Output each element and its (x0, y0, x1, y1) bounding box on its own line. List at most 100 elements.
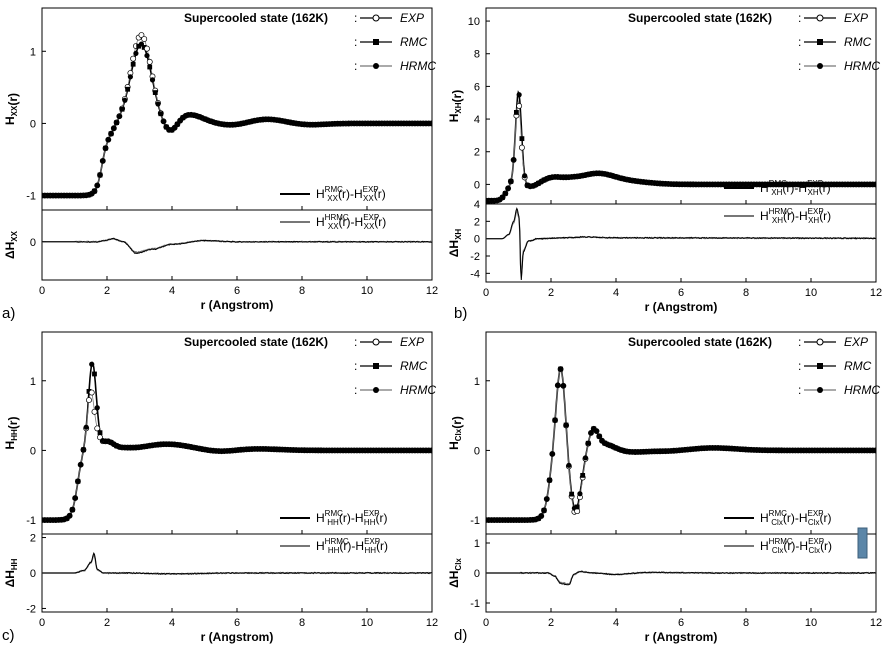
rmc-point (75, 478, 81, 484)
diff-y-tick-label: 0 (30, 237, 36, 249)
y-tick-label: -1 (26, 191, 36, 203)
exp-point (130, 55, 137, 62)
x-axis-label: r (Angstrom) (645, 630, 718, 644)
rmc-point (119, 106, 125, 112)
diff-y-tick-label: -2 (26, 603, 36, 615)
hrmc-point (127, 74, 133, 80)
hrmc-point (593, 428, 600, 434)
x-tick-label: 2 (548, 617, 554, 629)
diff-y-tick-label: -2 (470, 251, 480, 263)
x-axis-label: r (Angstrom) (645, 300, 718, 314)
legend-series-label: EXP (844, 335, 868, 349)
rmc-point (81, 447, 86, 453)
legend-colon: : (354, 35, 357, 49)
diff-y-tick-label: 2 (30, 533, 36, 545)
x-tick-label: 6 (678, 617, 684, 629)
diff-legend-label: HHRMC Clx(r)-HEXP Clx(r) (760, 537, 832, 555)
diff-hrmc-line (42, 237, 432, 254)
rmc-point (536, 180, 541, 186)
legend-colon: : (354, 359, 357, 373)
diff-y-tick-label: 0 (30, 568, 36, 580)
legend-series-label: HRMC (844, 59, 880, 73)
diff-legend-label: HRMC XX(r)-HEXP XX(r) (316, 185, 386, 203)
hrmc-point (560, 383, 566, 389)
rmc-point (202, 116, 208, 122)
hrmc-point (94, 182, 100, 189)
hrmc-point (83, 424, 89, 430)
exp-point (94, 425, 101, 432)
exp-point (516, 102, 523, 109)
legend-exp-marker (816, 338, 824, 346)
legend-colon: : (798, 383, 801, 397)
diff-series-group (486, 570, 876, 586)
rmc-point (580, 472, 586, 478)
hrmc-point (428, 120, 432, 127)
rmc-point (64, 515, 70, 521)
x-tick-label: 12 (870, 617, 882, 629)
panel-label: c) (2, 627, 15, 644)
x-tick-label: 4 (613, 287, 619, 299)
diff-y-tick-label: 1 (474, 538, 480, 550)
diff-y-axis-label: ΔHHH (3, 558, 19, 587)
x-tick-label: 0 (39, 617, 45, 629)
diff-series-group (486, 207, 876, 281)
panel-d: 0 2 4 6 8 10 12r (Angstrom)-101-101HClx(r)ΔHCl… (447, 331, 882, 644)
panel-label: a) (2, 305, 15, 322)
diff-y-axis-label: ΔHXH (447, 229, 463, 258)
diff-legend-label: HRMC XH(r)-HEXP XH(r) (760, 179, 831, 197)
hrmc-point (116, 113, 122, 120)
rmc-point (500, 194, 505, 200)
rmc-point (97, 172, 103, 178)
rmc-point (552, 417, 558, 423)
diff-series-group (42, 552, 432, 576)
main-series-group (486, 366, 876, 524)
x-tick-label: 2 (104, 617, 110, 629)
legend-series-label: EXP (400, 11, 424, 25)
accent-marker-box (857, 527, 868, 559)
legend-series-label: EXP (400, 335, 424, 349)
hrmc-point (67, 513, 73, 519)
legend-hrmc-marker (373, 387, 379, 393)
x-tick-label: 0 (483, 617, 489, 629)
x-tick-label: 2 (548, 287, 554, 299)
diff-legend-label: HRMC HH(r)-HEXP HH(r) (316, 509, 387, 527)
exp-point (518, 144, 525, 151)
main-plot-frame (485, 331, 877, 535)
rmc-point (114, 443, 119, 449)
diff-y-tick-label: -1 (470, 598, 480, 610)
legend-colon: : (354, 11, 357, 25)
y-tick-label: 1 (30, 376, 36, 388)
panel-c: 0 2 4 6 8 10 12r (Angstrom)-101-202HHH(r)ΔHHHc… (2, 331, 438, 644)
legend-colon: : (798, 335, 801, 349)
exp-point (88, 389, 95, 396)
rmc-point (508, 178, 514, 184)
rmc-point (114, 120, 119, 126)
x-tick-label: 12 (426, 285, 438, 297)
main-series-group (42, 32, 432, 199)
legend-series-label: RMC (844, 359, 872, 373)
x-tick-label: 6 (234, 285, 240, 297)
x-tick-label: 10 (805, 617, 817, 629)
hrmc-point (149, 77, 156, 83)
rmc-point (92, 188, 97, 194)
hrmc-point (111, 125, 117, 131)
x-axis-label: r (Angstrom) (201, 298, 274, 312)
legend-colon: : (354, 335, 357, 349)
diff-rmc-line (486, 207, 876, 281)
hrmc-point (94, 405, 100, 411)
legend-series-label: RMC (400, 359, 428, 373)
rmc-point (180, 115, 186, 121)
y-axis-label: HClx(r) (447, 416, 464, 450)
rmc-point (574, 504, 580, 510)
diff-y-axis-label: ΔHClx (447, 558, 463, 588)
hrmc-point (105, 137, 111, 143)
legend-series-label: HRMC (400, 59, 436, 73)
panel-b: 0 2 4 6 8 10 12 r (Angstrom) 0 2 4 6 8 10 -4 -2 0 2 4 HXH(r… (447, 7, 882, 322)
exp-point (86, 397, 92, 404)
rmc-point (569, 491, 575, 497)
rmc-point (147, 64, 153, 70)
y-tick-label: 0 (30, 445, 36, 457)
hrmc-point (538, 513, 544, 519)
x-tick-label: 8 (299, 285, 305, 297)
hrmc-point (555, 382, 561, 388)
